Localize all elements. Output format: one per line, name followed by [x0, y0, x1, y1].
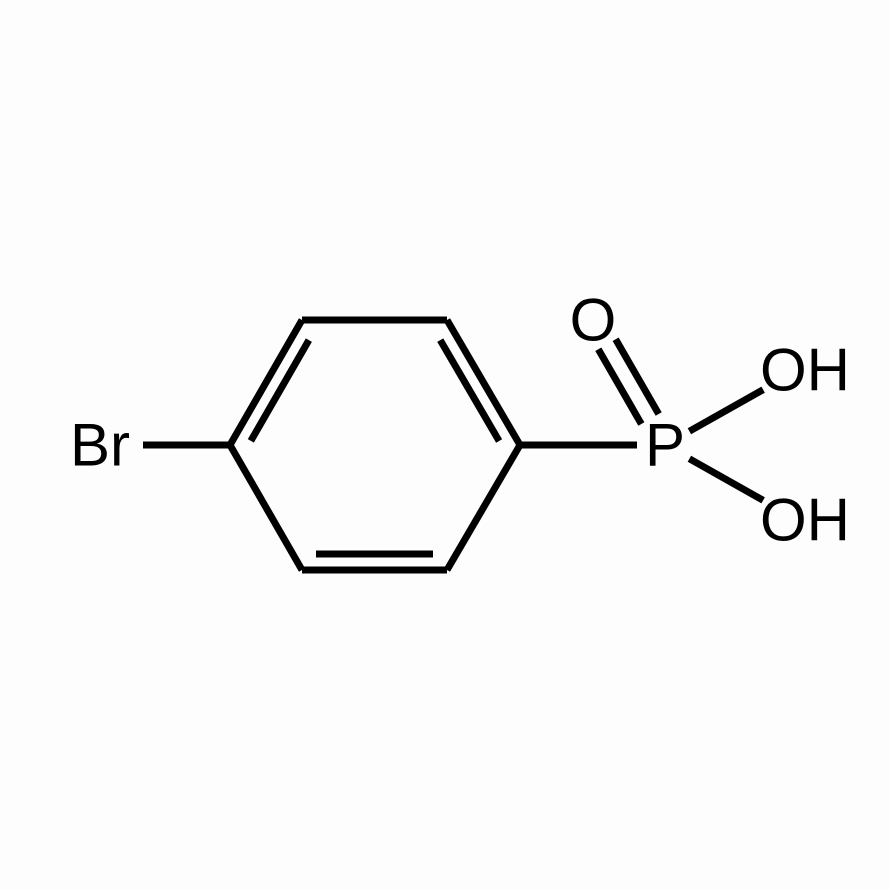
- ring-bond: [230, 320, 302, 445]
- label-o-double: O: [570, 287, 617, 354]
- label-oh1: OH: [760, 337, 850, 404]
- ring-bond: [447, 320, 520, 445]
- ring-bond: [447, 445, 520, 570]
- bond-p-o-double: [616, 339, 659, 414]
- molecule-diagram: Br PO OH OH: [0, 0, 890, 890]
- bond-p-o-double: [598, 349, 641, 424]
- bond-p-oh1: [689, 390, 763, 432]
- label-p: P: [645, 412, 685, 479]
- bond-p-oh2: [689, 459, 763, 501]
- label-oh2: OH: [760, 487, 850, 554]
- label-br: Br: [70, 412, 130, 479]
- ring-bond: [230, 445, 302, 570]
